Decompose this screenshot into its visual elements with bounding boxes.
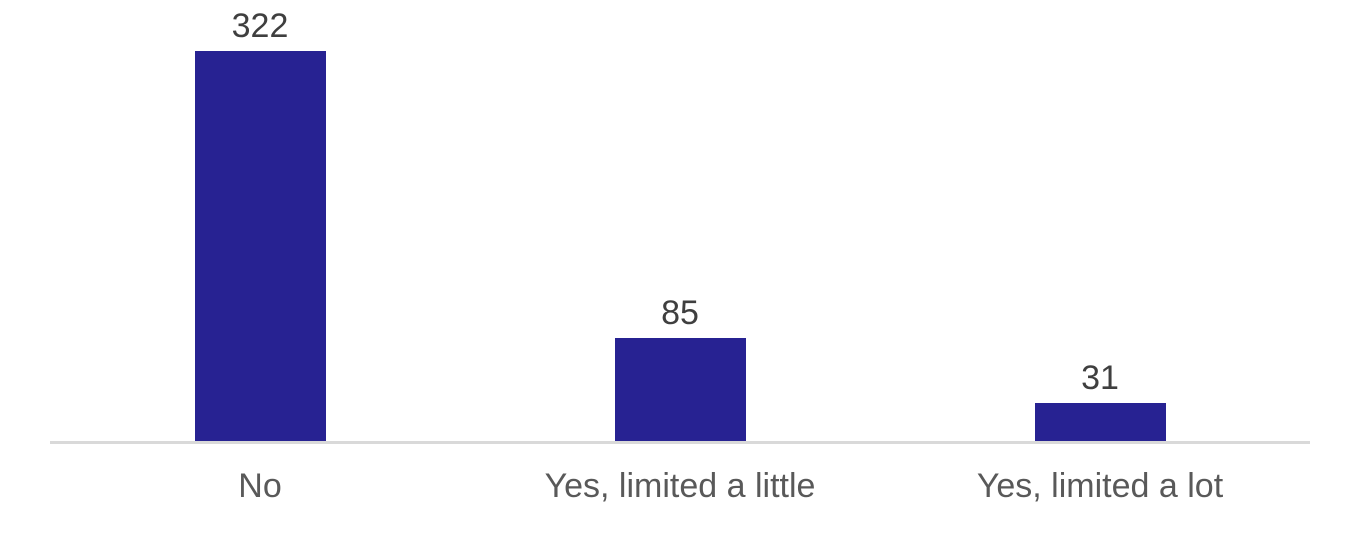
x-axis-labels: No Yes, limited a little Yes, limited a … bbox=[50, 444, 1310, 505]
bar-group-yes-limited-a-lot: 31 bbox=[890, 0, 1310, 441]
value-label: 85 bbox=[661, 294, 699, 332]
category-label-no: No bbox=[238, 467, 282, 505]
bar-no bbox=[194, 51, 326, 441]
category-label-yes-limited-a-lot: Yes, limited a lot bbox=[976, 467, 1224, 505]
plot-area: 322 85 31 bbox=[50, 0, 1310, 444]
value-label: 322 bbox=[231, 7, 289, 45]
bar-yes-limited-a-little bbox=[614, 338, 746, 441]
bar-group-yes-limited-a-little: 85 bbox=[470, 0, 890, 441]
category-label-yes-limited-a-little: Yes, limited a little bbox=[544, 467, 816, 505]
bar-yes-limited-a-lot bbox=[1034, 403, 1166, 441]
bar-group-no: 322 bbox=[50, 0, 470, 441]
value-label: 31 bbox=[1081, 359, 1119, 397]
